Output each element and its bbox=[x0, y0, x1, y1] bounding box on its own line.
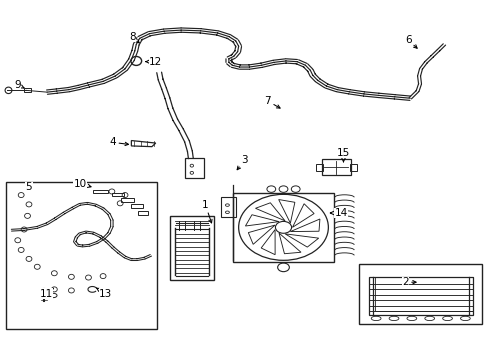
Text: 13: 13 bbox=[96, 288, 112, 299]
Bar bbox=[221, 197, 235, 217]
Text: 12: 12 bbox=[145, 57, 162, 67]
Bar bbox=[184, 158, 203, 178]
Bar bbox=[5, 182, 157, 329]
Bar bbox=[93, 190, 108, 193]
Text: 6: 6 bbox=[404, 35, 416, 48]
Text: 10: 10 bbox=[74, 179, 91, 189]
Bar bbox=[138, 211, 148, 215]
Bar bbox=[315, 164, 322, 171]
Bar bbox=[374, 277, 472, 311]
Text: 2: 2 bbox=[401, 277, 415, 287]
Bar bbox=[321, 159, 350, 175]
Bar bbox=[349, 164, 356, 171]
Text: 14: 14 bbox=[330, 208, 347, 218]
Text: 7: 7 bbox=[264, 96, 280, 108]
Text: 3: 3 bbox=[237, 155, 247, 170]
Bar bbox=[170, 216, 214, 280]
Text: 15: 15 bbox=[336, 148, 349, 162]
Bar bbox=[368, 277, 472, 315]
Bar bbox=[233, 193, 333, 262]
Bar bbox=[121, 198, 133, 202]
Text: 5: 5 bbox=[25, 182, 32, 192]
Text: 8: 8 bbox=[129, 32, 139, 43]
Text: 9: 9 bbox=[15, 80, 24, 90]
Text: 11: 11 bbox=[40, 288, 53, 299]
Bar bbox=[358, 264, 482, 324]
Text: 1: 1 bbox=[202, 200, 212, 223]
Bar bbox=[131, 204, 143, 208]
Bar bbox=[111, 193, 123, 196]
Text: 4: 4 bbox=[109, 138, 128, 147]
Bar bbox=[24, 88, 31, 93]
